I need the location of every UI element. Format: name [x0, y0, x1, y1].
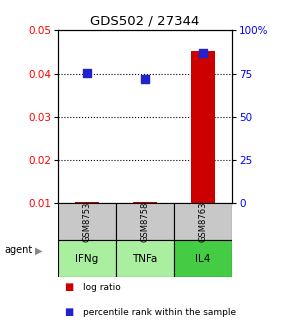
Point: [201, 50, 205, 55]
Text: IL4: IL4: [195, 254, 211, 264]
Text: IFNg: IFNg: [75, 254, 99, 264]
Text: log ratio: log ratio: [83, 283, 120, 292]
Bar: [58, 240, 116, 277]
Text: GSM8763: GSM8763: [198, 202, 208, 242]
Text: percentile rank within the sample: percentile rank within the sample: [83, 308, 236, 317]
Bar: [116, 240, 174, 277]
Bar: [116, 203, 174, 240]
Title: GDS502 / 27344: GDS502 / 27344: [90, 15, 200, 28]
Bar: [75, 202, 99, 203]
Text: ■: ■: [64, 307, 73, 318]
Text: agent: agent: [4, 245, 32, 255]
Text: TNFa: TNFa: [132, 254, 158, 264]
Point: [143, 76, 147, 81]
Point: [85, 70, 89, 75]
Bar: [191, 51, 215, 203]
Text: GSM8753: GSM8753: [82, 202, 92, 242]
Bar: [174, 240, 232, 277]
Text: ■: ■: [64, 282, 73, 292]
Bar: [133, 202, 157, 203]
Text: GSM8758: GSM8758: [140, 202, 150, 242]
Bar: [174, 203, 232, 240]
Text: ▶: ▶: [35, 245, 42, 255]
Bar: [58, 203, 116, 240]
